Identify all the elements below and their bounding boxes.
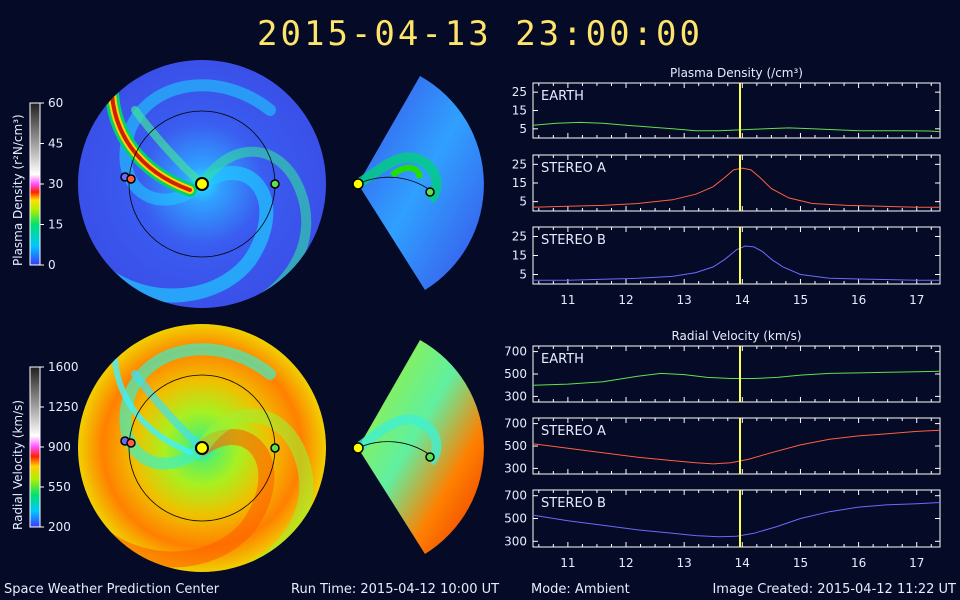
x-tick-label: 17 xyxy=(909,293,924,307)
y-tick-label: 500 xyxy=(504,439,527,453)
x-tick-label: 13 xyxy=(677,293,692,307)
colorbar-ticks: 60 45 30 15 0 1600 1250 900 550 200 xyxy=(40,96,79,534)
panel-label: STEREO A xyxy=(541,161,606,176)
velocity-colorbar-label: Radial Velocity (km/s) xyxy=(11,399,25,530)
y-tick-label: 15 xyxy=(512,249,527,263)
panel-label: STEREO B xyxy=(541,233,606,248)
x-tick-label: 12 xyxy=(618,293,633,307)
x-tick-label: 16 xyxy=(851,556,866,570)
panel-label: STEREO B xyxy=(541,496,606,511)
density-meridional-wedge xyxy=(355,76,484,290)
y-tick-label: 500 xyxy=(504,512,527,526)
density-colorbar xyxy=(29,102,41,266)
velocity-meridional-wedge xyxy=(355,340,484,554)
x-tick-label: 11 xyxy=(560,556,575,570)
y-tick-label: 25 xyxy=(512,157,527,171)
series-line-stereo-b xyxy=(533,245,940,281)
earth-marker-velocity-wedge xyxy=(425,452,435,462)
footer-organization: Space Weather Prediction Center xyxy=(4,582,220,597)
series-line-stereo-b xyxy=(532,502,941,538)
colorbar-tick-label: 60 xyxy=(48,96,63,110)
y-tick-label: 300 xyxy=(504,389,527,403)
x-tick-label: 11 xyxy=(560,293,575,307)
y-tick-label: 5 xyxy=(519,268,527,282)
footer-image-created: Image Created: 2015-04-12 11:22 UT xyxy=(712,582,956,597)
y-tick-label: 500 xyxy=(504,367,527,381)
footer-run-time: Run Time: 2015-04-12 10:00 UT xyxy=(291,582,500,597)
panel-label: EARTH xyxy=(541,352,584,367)
y-tick-label: 15 xyxy=(512,176,527,190)
x-tick-label: 12 xyxy=(618,556,633,570)
colorbar-tick-label: 45 xyxy=(48,137,63,151)
y-tick-label: 15 xyxy=(512,104,527,118)
density-colorbar-label: Plasma Density (r²N/cm³) xyxy=(11,114,25,266)
x-tick-label: 16 xyxy=(851,293,866,307)
x-tick-label: 14 xyxy=(735,556,750,570)
colorbar-tick-label: 900 xyxy=(48,440,71,454)
sun-marker-velocity xyxy=(195,441,209,455)
colorbar-tick-label: 15 xyxy=(48,218,63,232)
earth-marker-density xyxy=(270,179,280,189)
x-tick-label: 15 xyxy=(793,293,808,307)
series-line-stereo-a xyxy=(532,167,940,208)
y-tick-label: 5 xyxy=(519,195,527,209)
footer-mode: Mode: Ambient xyxy=(531,582,630,597)
x-tick-label: 13 xyxy=(677,556,692,570)
stereo-a-marker-velocity xyxy=(126,438,136,448)
velocity-colorbar xyxy=(29,366,41,528)
colorbar-tick-label: 200 xyxy=(48,520,71,534)
chart-title: Plasma Density (/cm³) xyxy=(670,66,803,80)
chart-title: Radial Velocity (km/s) xyxy=(671,329,801,343)
colorbar-tick-label: 550 xyxy=(48,480,71,494)
x-tick-label: 15 xyxy=(793,556,808,570)
panel-frame xyxy=(532,345,941,403)
y-tick-label: 300 xyxy=(504,534,527,548)
sun-marker-velocity-wedge xyxy=(352,442,364,454)
colorbar-tick-label: 1250 xyxy=(48,400,79,414)
body-markers xyxy=(120,172,435,462)
series-line-earth xyxy=(532,370,941,386)
series-line-earth xyxy=(532,121,941,133)
x-tick-label: 17 xyxy=(909,556,924,570)
y-tick-label: 700 xyxy=(504,345,527,359)
sun-marker-density xyxy=(195,177,209,191)
colorbar-tick-label: 0 xyxy=(48,258,56,272)
sun-marker-density-wedge xyxy=(352,178,364,190)
colorbar-tick-label: 1600 xyxy=(48,360,79,374)
y-tick-label: 700 xyxy=(504,417,527,431)
timestamp: 2015-04-13 23:00:00 xyxy=(257,14,703,54)
x-tick-label: 14 xyxy=(735,293,750,307)
earth-marker-density-wedge xyxy=(425,187,435,197)
y-tick-label: 5 xyxy=(519,122,527,136)
time-series-charts: Plasma Density (/cm³) 25 15 5 EARTH 25 15 5 STER… xyxy=(504,66,941,570)
stereo-a-marker-density xyxy=(126,174,136,184)
y-tick-label: 300 xyxy=(504,461,527,475)
y-tick-label: 25 xyxy=(512,85,527,99)
colorbar-tick-label: 30 xyxy=(48,177,63,191)
earth-marker-velocity xyxy=(270,443,280,453)
panel-label: STEREO A xyxy=(541,424,606,439)
y-tick-label: 25 xyxy=(512,230,527,244)
panel-label: EARTH xyxy=(541,89,584,104)
y-tick-label: 700 xyxy=(504,489,527,503)
